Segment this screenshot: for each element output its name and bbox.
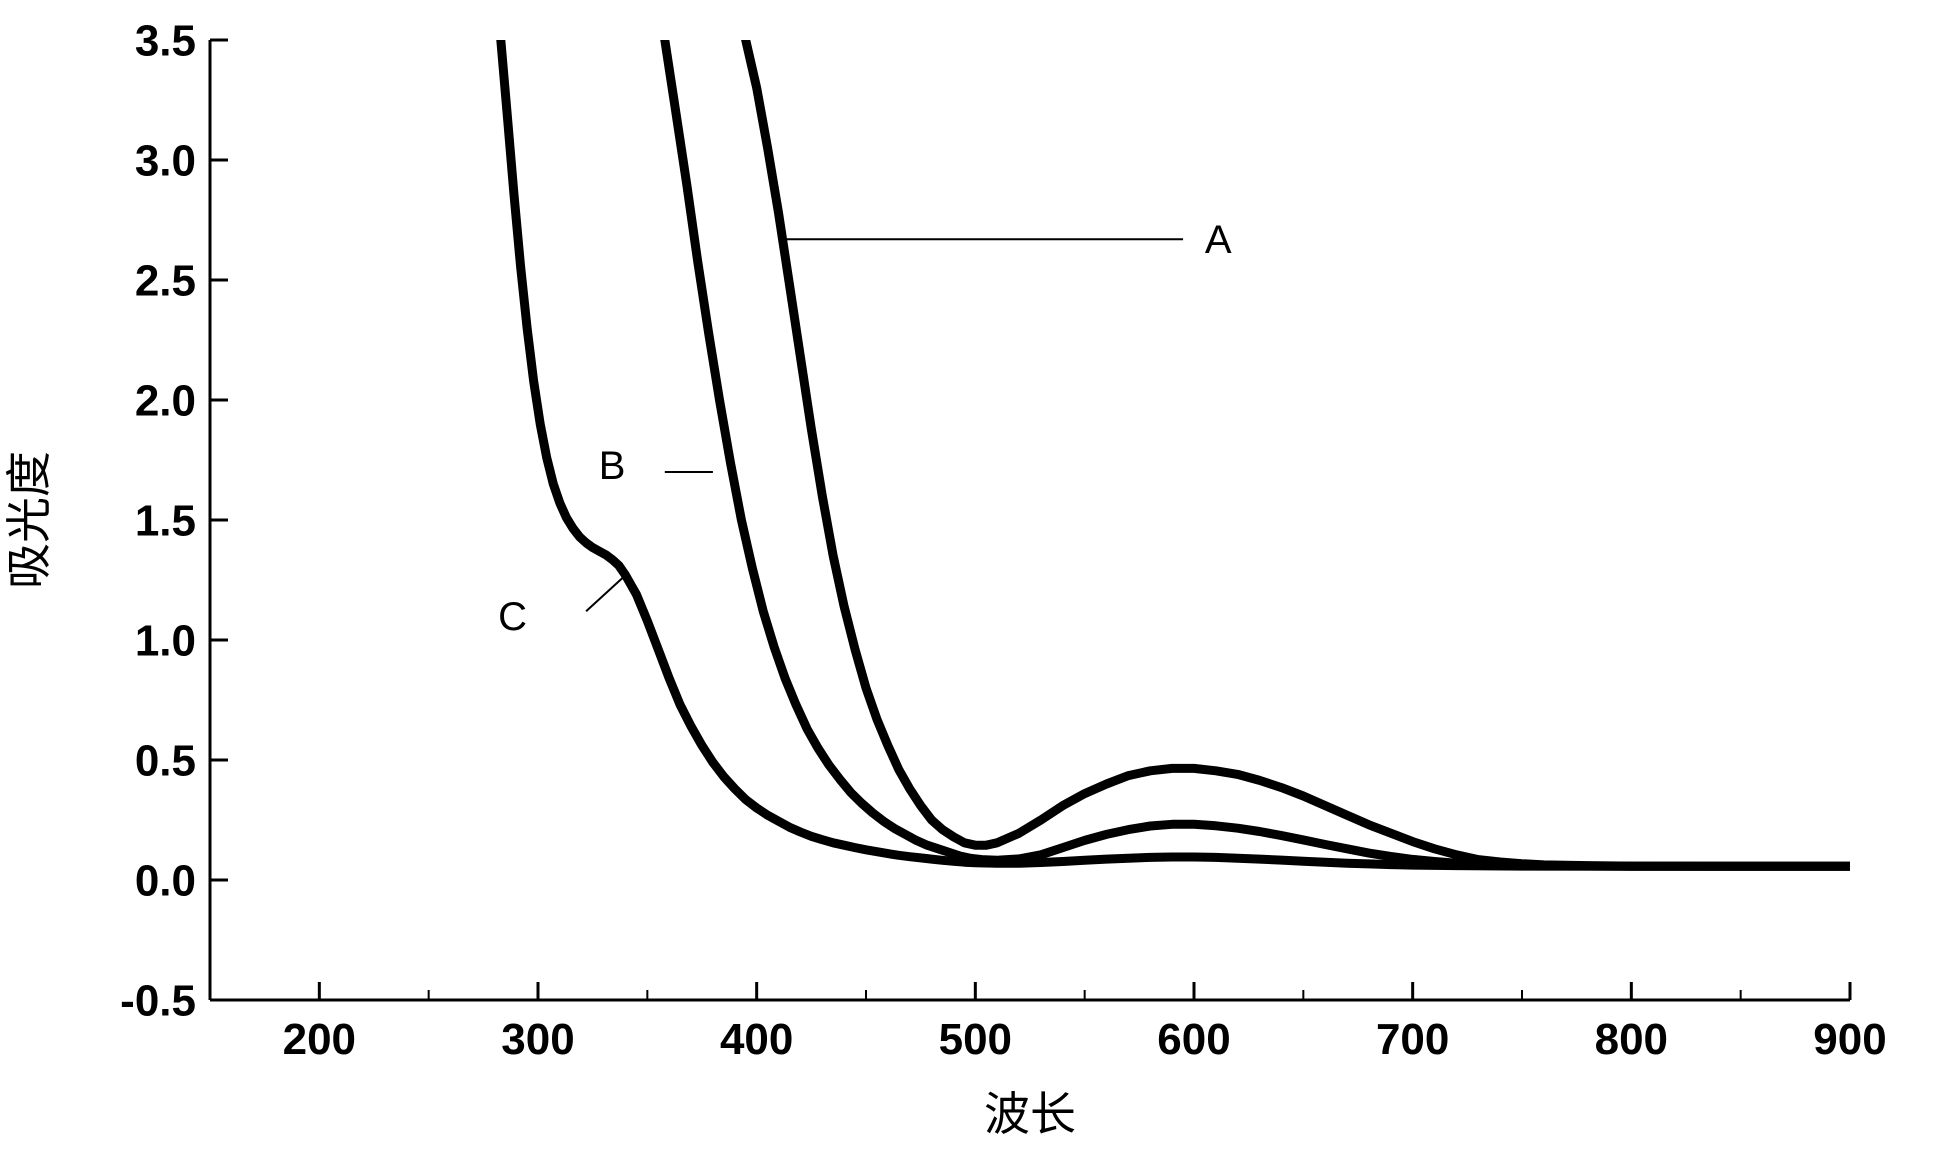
y-tick-label: 1.0 (135, 616, 196, 665)
y-tick-label: 2.0 (135, 376, 196, 425)
y-tick-label: 0.0 (135, 856, 196, 905)
y-tick-label: -0.5 (120, 976, 196, 1025)
x-tick-label: 500 (939, 1015, 1012, 1064)
series-label-text: B (599, 444, 626, 488)
y-tick-label: 1.5 (135, 496, 196, 545)
series-label-text: A (1205, 218, 1232, 262)
y-tick-label: 3.5 (135, 16, 196, 65)
y-axis-title: 吸光度 (4, 451, 55, 589)
x-tick-label: 800 (1595, 1015, 1668, 1064)
chart-root: 200 300 400 500 600 700 800 900 -0.5 0.0 0.5 1.0 1.5… (0, 0, 1939, 1157)
x-tick-label: 600 (1157, 1015, 1230, 1064)
x-tick-label: 200 (283, 1015, 356, 1064)
x-tick-label: 900 (1813, 1015, 1886, 1064)
series-label-text: C (498, 595, 527, 639)
x-axis-title: 波长 (984, 1089, 1076, 1140)
x-tick-label: 400 (720, 1015, 793, 1064)
y-tick-label: 2.5 (135, 256, 196, 305)
y-tick-label: 0.5 (135, 736, 196, 785)
y-tick-label: 3.0 (135, 136, 196, 185)
absorbance-chart: 200 300 400 500 600 700 800 900 -0.5 0.0 0.5 1.0 1.5… (0, 0, 1939, 1157)
x-tick-label: 700 (1376, 1015, 1449, 1064)
x-tick-label: 300 (501, 1015, 574, 1064)
